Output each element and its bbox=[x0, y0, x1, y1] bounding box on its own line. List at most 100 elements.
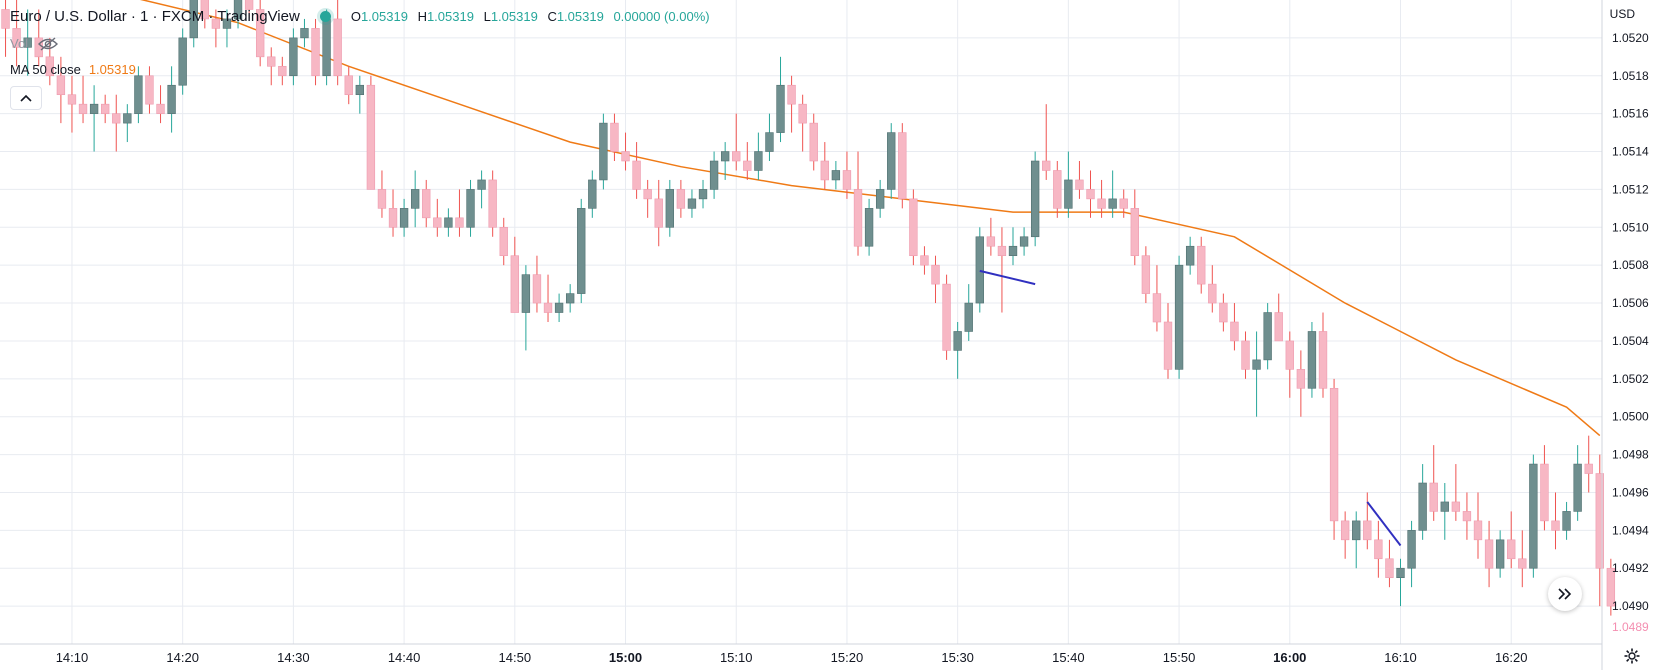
candle-body bbox=[632, 160, 641, 190]
candle-body bbox=[521, 274, 531, 313]
trend-drawings bbox=[979, 269, 1402, 547]
candle-body bbox=[1418, 482, 1427, 531]
time-tick-label: 16:00 bbox=[1273, 650, 1306, 665]
price-tick-label: 1.0496 bbox=[1612, 485, 1649, 499]
market-status-dot bbox=[319, 11, 331, 22]
candle-body bbox=[399, 208, 409, 228]
candle-body bbox=[798, 103, 807, 124]
candle-body bbox=[1042, 160, 1051, 171]
candle-body bbox=[698, 189, 708, 200]
candle-body bbox=[1484, 539, 1494, 569]
candle-body bbox=[1396, 567, 1405, 579]
candle-body bbox=[1075, 179, 1084, 190]
chart-legend: Euro / U.S. Dollar · 1 · FXCM · TradingV… bbox=[10, 8, 710, 25]
candle-body bbox=[78, 103, 88, 114]
candle-body bbox=[953, 331, 962, 351]
candle-body bbox=[289, 37, 298, 77]
candle-body bbox=[1, 9, 10, 29]
time-tick-label: 14:10 bbox=[56, 650, 89, 665]
candles bbox=[1, 0, 1616, 616]
ma-50-line bbox=[139, 0, 1601, 437]
candle-body bbox=[1584, 463, 1593, 474]
candle-body bbox=[720, 151, 730, 162]
candle-body bbox=[532, 274, 542, 304]
candle-body bbox=[167, 84, 176, 114]
current-price-text: 1.0489 bbox=[1612, 620, 1649, 634]
candle-body bbox=[1230, 321, 1239, 342]
candle-body bbox=[1241, 340, 1250, 370]
time-tick-label: 15:10 bbox=[720, 650, 753, 665]
candle-body bbox=[1053, 170, 1062, 209]
volume-label: Vol bbox=[10, 36, 29, 51]
candle-body bbox=[233, 0, 243, 20]
candle-body bbox=[200, 0, 209, 20]
trend-line bbox=[979, 269, 1036, 286]
time-axis[interactable]: 14:10 14:20 14:30 14:40 14:50 15:00 15:10 15:20… bbox=[56, 650, 1528, 665]
change-value: 0.00000 (0.00%) bbox=[613, 9, 710, 24]
candle-body bbox=[1274, 312, 1283, 342]
candle-body bbox=[875, 189, 885, 209]
time-tick-label: 15:30 bbox=[941, 650, 974, 665]
candle-body bbox=[1030, 160, 1040, 238]
candle-body bbox=[23, 37, 32, 48]
candle-body bbox=[488, 179, 497, 228]
candle-body bbox=[809, 122, 818, 162]
candle-body bbox=[1263, 312, 1272, 361]
ohlc-values: O1.05319 H1.05319 L1.05319 C1.05319 0.00… bbox=[345, 9, 710, 24]
candle-body bbox=[510, 255, 519, 313]
eye-off-icon[interactable] bbox=[38, 36, 59, 51]
collapse-legend-button[interactable] bbox=[10, 86, 42, 110]
candle-body bbox=[654, 198, 663, 228]
candle-body bbox=[864, 208, 874, 247]
candle-body bbox=[1130, 208, 1139, 257]
candle-body bbox=[577, 208, 586, 294]
price-tick-label: 1.0520 bbox=[1612, 31, 1649, 45]
candle-body bbox=[211, 18, 221, 29]
candle-body bbox=[112, 113, 121, 124]
time-tick-label: 16:10 bbox=[1384, 650, 1417, 665]
candle-body bbox=[56, 75, 66, 96]
candle-body bbox=[765, 132, 774, 152]
candle-body bbox=[643, 189, 652, 200]
chart-settings-button[interactable] bbox=[1622, 646, 1642, 666]
candle-body bbox=[433, 217, 442, 228]
volume-indicator[interactable]: Vol bbox=[10, 36, 59, 51]
currency-label[interactable]: USD bbox=[1609, 7, 1635, 21]
candle-body bbox=[189, 0, 198, 39]
candle-body bbox=[123, 113, 132, 124]
candle-body bbox=[887, 132, 896, 190]
candle-body bbox=[156, 103, 165, 114]
candle-body bbox=[1518, 558, 1527, 569]
candle-body bbox=[134, 75, 143, 114]
candle-body bbox=[244, 0, 254, 10]
trend-line bbox=[1366, 501, 1402, 547]
chevron-up-icon bbox=[20, 94, 32, 102]
time-tick-label: 14:50 bbox=[499, 650, 532, 665]
low-value: 1.05319 bbox=[490, 9, 538, 24]
candle-body bbox=[1595, 473, 1604, 569]
ma-indicator[interactable]: MA 50 close 1.05319 bbox=[10, 62, 136, 77]
price-tick-label: 1.0492 bbox=[1612, 561, 1649, 575]
price-axis[interactable]: 1.0520 1.0518 1.0516 1.0514 1.0512 1.0510 1.05… bbox=[1612, 31, 1649, 613]
current-price-label: 1.0489 bbox=[1603, 619, 1653, 635]
candle-body bbox=[931, 264, 940, 285]
symbol-title[interactable]: Euro / U.S. Dollar · 1 · FXCM · TradingV… bbox=[10, 8, 300, 25]
price-tick-label: 1.0518 bbox=[1612, 69, 1649, 83]
candle-body bbox=[565, 293, 575, 304]
candle-body bbox=[676, 189, 686, 209]
candle-body bbox=[543, 302, 553, 313]
scroll-to-realtime-button[interactable] bbox=[1548, 577, 1582, 611]
price-tick-label: 1.0514 bbox=[1612, 145, 1649, 159]
candle-body bbox=[1374, 539, 1383, 560]
candle-body bbox=[67, 94, 77, 105]
candle-body bbox=[1141, 255, 1151, 294]
candle-body bbox=[898, 132, 907, 200]
candle-body bbox=[554, 302, 564, 313]
ma-50-polyline bbox=[139, 0, 1601, 437]
candle-body bbox=[599, 122, 608, 181]
price-tick-label: 1.0506 bbox=[1612, 296, 1649, 310]
double-chevron-right-icon bbox=[1558, 588, 1572, 600]
ma-value: 1.05319 bbox=[88, 62, 136, 77]
time-tick-label: 15:20 bbox=[831, 650, 864, 665]
